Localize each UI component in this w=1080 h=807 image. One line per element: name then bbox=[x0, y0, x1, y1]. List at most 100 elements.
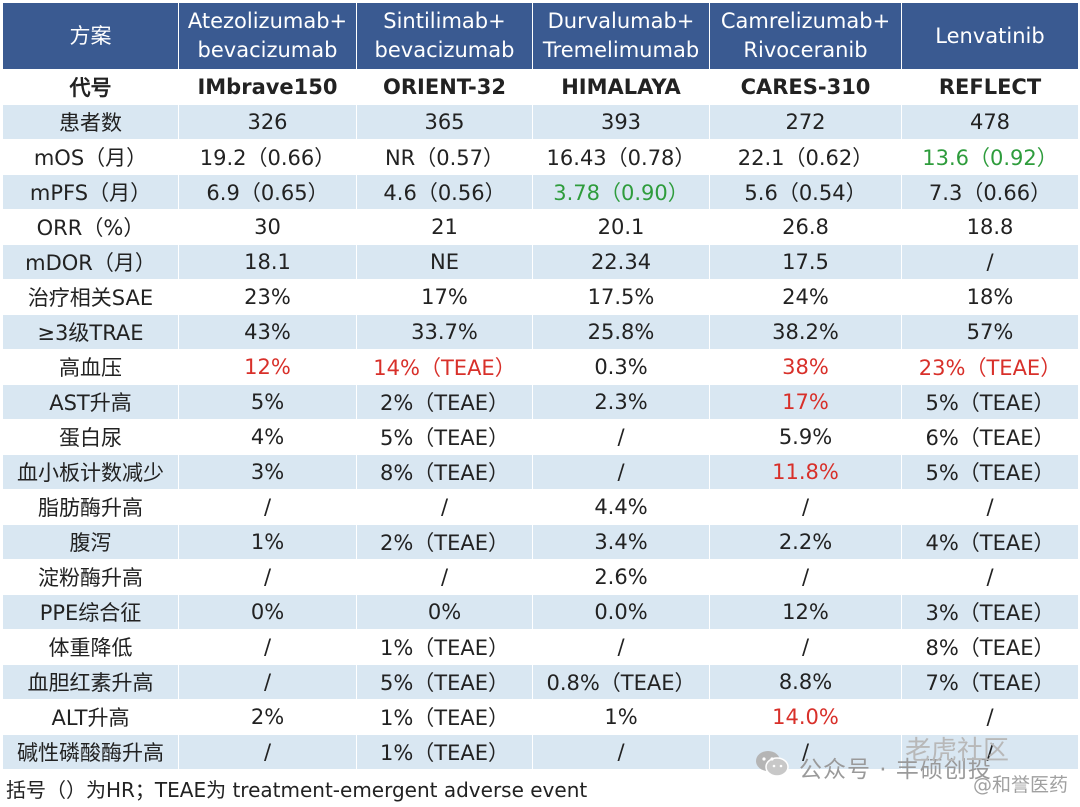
row-label: 高血压 bbox=[2, 349, 179, 385]
table-cell: 478 bbox=[901, 104, 1079, 140]
table-cell: 5%（TEAE） bbox=[356, 419, 533, 455]
table-cell: 57% bbox=[901, 314, 1079, 350]
table-cell: 7.3（0.66） bbox=[901, 174, 1079, 210]
table-cell: / bbox=[178, 559, 357, 595]
table-cell: 21 bbox=[356, 209, 533, 245]
table-cell: 0% bbox=[356, 594, 533, 630]
table-cell: 2.2% bbox=[709, 524, 902, 560]
header-line: bevacizumab bbox=[197, 38, 338, 62]
header-line: Tremelimumab bbox=[542, 38, 700, 62]
table-cell: 12% bbox=[709, 594, 902, 630]
footnote: 括号（）为HR；TEAE为 treatment-emergent adverse… bbox=[6, 778, 588, 802]
header-cell-lenvatinib: Lenvatinib bbox=[901, 2, 1079, 70]
table-row: AST升高 5% 2%（TEAE） 2.3% 17% 5%（TEAE） bbox=[2, 384, 1079, 420]
table-cell: 5%（TEAE） bbox=[901, 384, 1079, 420]
table-cell: 8%（TEAE） bbox=[901, 629, 1079, 665]
row-label: 血小板计数减少 bbox=[2, 454, 179, 490]
table-cell: / bbox=[178, 489, 357, 525]
header-line: Rivoceranib bbox=[743, 38, 868, 62]
table-cell: / bbox=[709, 629, 902, 665]
table-cell: 1% bbox=[178, 524, 357, 560]
row-label: 体重降低 bbox=[2, 629, 179, 665]
header-row: 方案 Atezolizumab+ bevacizumab Sintilimab+… bbox=[2, 2, 1079, 70]
table-row: ≥3级TRAE 43% 33.7% 25.8% 38.2% 57% bbox=[2, 314, 1079, 350]
table-cell: 6.9（0.65） bbox=[178, 174, 357, 210]
table-cell: / bbox=[532, 734, 710, 770]
table-row: ALT升高 2% 1%（TEAE） 1% 14.0% / bbox=[2, 699, 1079, 735]
table-cell: / bbox=[709, 489, 902, 525]
row-label: mDOR（月） bbox=[2, 244, 179, 280]
table-cell: / bbox=[356, 489, 533, 525]
table-cell: 17% bbox=[709, 384, 902, 420]
table-cell: 0.3% bbox=[532, 349, 710, 385]
row-label: 腹泻 bbox=[2, 524, 179, 560]
table-cell: / bbox=[178, 629, 357, 665]
table-cell: 2% bbox=[178, 699, 357, 735]
table-cell: CARES-310 bbox=[709, 69, 902, 105]
table-cell: 2.3% bbox=[532, 384, 710, 420]
table-row: mPFS（月） 6.9（0.65） 4.6（0.56） 3.78（0.90） 5.6（0… bbox=[2, 174, 1079, 210]
row-label: mPFS（月） bbox=[2, 174, 179, 210]
table-cell: 0% bbox=[178, 594, 357, 630]
table-cell: 18.1 bbox=[178, 244, 357, 280]
header-line: Atezolizumab+ bbox=[187, 9, 348, 33]
table-cell: NE bbox=[356, 244, 533, 280]
table-cell: / bbox=[532, 629, 710, 665]
table-row: mDOR（月） 18.1 NE 22.34 17.5/ bbox=[2, 244, 1079, 280]
table-row: 血胆红素升高/5%（TEAE） 0.8%（TEAE） 8.8% 7%（TEAE） bbox=[2, 664, 1079, 700]
table-cell: 23% bbox=[178, 279, 357, 315]
row-label: AST升高 bbox=[2, 384, 179, 420]
table-cell: 38% bbox=[709, 349, 902, 385]
table-cell: / bbox=[709, 734, 902, 770]
row-label: 代号 bbox=[2, 69, 179, 105]
table-cell: 272 bbox=[709, 104, 902, 140]
table-cell: 22.34 bbox=[532, 244, 710, 280]
header-cell-camrelizumab: Camrelizumab+ Rivoceranib bbox=[709, 2, 902, 70]
table-cell: 2.6% bbox=[532, 559, 710, 595]
table-cell: 18% bbox=[901, 279, 1079, 315]
table-cell: 2%（TEAE） bbox=[356, 524, 533, 560]
table-cell: 6%（TEAE） bbox=[901, 419, 1079, 455]
header-line: Durvalumab+ bbox=[547, 9, 695, 33]
table-cell: ORIENT-32 bbox=[356, 69, 533, 105]
table-cell: 8.8% bbox=[709, 664, 902, 700]
row-label: 蛋白尿 bbox=[2, 419, 179, 455]
table-cell: 11.8% bbox=[709, 454, 902, 490]
table-cell: 3% bbox=[178, 454, 357, 490]
table-cell: / bbox=[901, 699, 1079, 735]
row-label: ORR（%） bbox=[2, 209, 179, 245]
row-label: 血胆红素升高 bbox=[2, 664, 179, 700]
table-cell: HIMALAYA bbox=[532, 69, 710, 105]
table-cell: / bbox=[178, 734, 357, 770]
table-cell: 4%（TEAE） bbox=[901, 524, 1079, 560]
table-cell: / bbox=[709, 559, 902, 595]
table-row: ORR（%） 30 21 20.1 26.8 18.8 bbox=[2, 209, 1079, 245]
table-row: PPE综合征 0% 0% 0.0% 12% 3%（TEAE） bbox=[2, 594, 1079, 630]
table-cell: 12% bbox=[178, 349, 357, 385]
table-cell: 0.0% bbox=[532, 594, 710, 630]
table-cell: / bbox=[901, 489, 1079, 525]
table-cell: / bbox=[901, 559, 1079, 595]
table-cell: 0.8%（TEAE） bbox=[532, 664, 710, 700]
header-line: Sintilimab+ bbox=[383, 9, 506, 33]
table-cell: 4% bbox=[178, 419, 357, 455]
table-cell: 393 bbox=[532, 104, 710, 140]
table-row: 代号 IMbrave150 ORIENT-32 HIMALAYA CARES-310 RE… bbox=[2, 69, 1079, 105]
row-label: mOS（月） bbox=[2, 139, 179, 175]
row-label: ≥3级TRAE bbox=[2, 314, 179, 350]
table-cell: 20.1 bbox=[532, 209, 710, 245]
header-cell-sintilimab: Sintilimab+ bevacizumab bbox=[356, 2, 533, 70]
table-row: mOS（月） 19.2（0.66） NR（0.57） 16.43（0.78） 22.1（… bbox=[2, 139, 1079, 175]
table-row: 体重降低/1%（TEAE） //8%（TEAE） bbox=[2, 629, 1079, 665]
table-cell: / bbox=[178, 664, 357, 700]
table-cell: / bbox=[532, 419, 710, 455]
table-row: 高血压 12% 14%（TEAE） 0.3% 38% 23%（TEAE） bbox=[2, 349, 1079, 385]
table-cell: 326 bbox=[178, 104, 357, 140]
table-cell: 22.1（0.62） bbox=[709, 139, 902, 175]
table-body: 代号 IMbrave150 ORIENT-32 HIMALAYA CARES-310 RE… bbox=[2, 69, 1079, 770]
table-cell: 17% bbox=[356, 279, 533, 315]
table-cell: 5.6（0.54） bbox=[709, 174, 902, 210]
row-label: 淀粉酶升高 bbox=[2, 559, 179, 595]
table-cell: 3.78（0.90） bbox=[532, 174, 710, 210]
row-label: 患者数 bbox=[2, 104, 179, 140]
